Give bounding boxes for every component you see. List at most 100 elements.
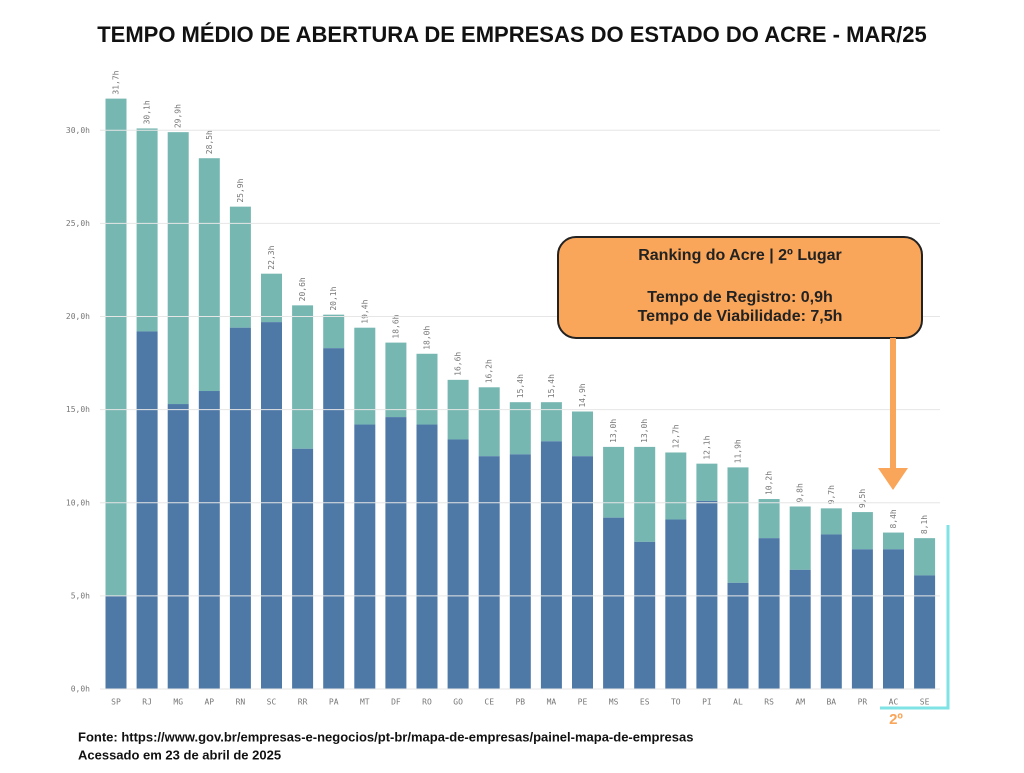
x-tick-label: PI	[702, 698, 712, 707]
total-label: 13,0h	[640, 419, 649, 443]
bar-segment	[105, 98, 127, 596]
highlight-label: 2º	[889, 711, 903, 728]
x-tick-label: ES	[640, 698, 650, 707]
bar-segment	[572, 411, 593, 457]
x-tick-label: SC	[267, 698, 277, 707]
bar-segment	[323, 314, 345, 349]
bar-segment	[540, 402, 562, 442]
bar-segment	[136, 331, 158, 689]
x-tick-label: RN	[236, 698, 246, 707]
x-tick-label: SP	[111, 698, 121, 707]
bar-segment	[603, 446, 625, 518]
x-tick-label: TO	[671, 698, 681, 707]
x-tick-label: AP	[204, 698, 214, 707]
total-label: 22,3h	[267, 245, 276, 269]
arrow-head	[878, 468, 908, 490]
bar-segment	[603, 517, 625, 689]
x-tick-label: MG	[173, 698, 183, 707]
total-label: 25,9h	[236, 178, 245, 202]
total-label: 28,5h	[205, 130, 214, 154]
x-tick-label: BA	[826, 698, 836, 707]
bar-segment	[198, 391, 220, 689]
bar-segment	[665, 519, 687, 689]
bar-segment	[167, 132, 189, 405]
bar-segment	[509, 402, 531, 455]
bar-segment	[354, 424, 376, 689]
y-tick-label: 20,0h	[66, 312, 90, 321]
bar-segment	[883, 549, 904, 689]
total-label: 16,2h	[485, 359, 494, 383]
total-label: 11,9h	[734, 439, 743, 463]
x-tick-label: RJ	[142, 698, 152, 707]
bar-segment	[385, 417, 407, 689]
x-tick-label: GO	[453, 698, 463, 707]
bar-segment	[323, 348, 345, 689]
bar-segment	[167, 404, 189, 689]
bar-segment	[229, 206, 251, 328]
bar-segment	[634, 541, 656, 689]
x-tick-label: PA	[329, 698, 339, 707]
bar-segment	[478, 387, 500, 457]
bar-segment	[727, 582, 749, 689]
bar-segment	[416, 353, 438, 425]
x-tick-label: PE	[578, 698, 588, 707]
bar-segment	[261, 273, 282, 323]
total-label: 20,1h	[329, 286, 338, 310]
x-tick-label: SE	[920, 698, 930, 707]
y-tick-label: 30,0h	[66, 126, 90, 135]
total-label: 18,0h	[423, 326, 432, 350]
bar-segment	[851, 549, 873, 689]
bar-segment	[820, 534, 842, 689]
total-label: 12,7h	[671, 424, 680, 448]
bar-segment	[758, 499, 780, 539]
x-tick-label: AM	[795, 698, 805, 707]
bar-segment	[478, 456, 500, 689]
total-label: 9,5h	[858, 489, 867, 508]
y-tick-label: 5,0h	[71, 591, 90, 600]
bar-segment	[292, 448, 314, 689]
y-tick-label: 25,0h	[66, 219, 90, 228]
x-tick-label: MA	[547, 698, 557, 707]
bar-segment	[105, 595, 127, 689]
bar-segment	[572, 456, 593, 689]
total-label: 10,2h	[765, 471, 774, 495]
bar-segment	[509, 454, 531, 689]
total-label: 15,4h	[547, 374, 556, 398]
annotation-heading: Ranking do Acre | 2º Lugar	[638, 247, 842, 264]
total-label: 14,9h	[578, 383, 587, 407]
total-label: 20,6h	[298, 277, 307, 301]
bar-segment	[914, 538, 936, 576]
x-tick-label: MT	[360, 698, 370, 707]
bar-segment	[136, 128, 158, 332]
footer-source: Fonte: https://www.gov.br/empresas-e-neg…	[78, 729, 693, 744]
bar-segment	[416, 424, 438, 689]
bar-segment	[758, 538, 780, 689]
bar-segment	[696, 463, 718, 501]
y-tick-label: 15,0h	[66, 405, 90, 414]
annotation-line: Tempo de Registro: 0,9h	[647, 289, 833, 306]
bar-segment	[820, 508, 842, 535]
x-tick-label: PR	[858, 698, 868, 707]
x-tick-label: RR	[298, 698, 308, 707]
total-label: 18,6h	[391, 314, 400, 338]
bar-segment	[789, 506, 811, 570]
total-label: 9,7h	[827, 485, 836, 504]
x-tick-label: RO	[422, 698, 432, 707]
total-label: 8,1h	[920, 515, 929, 534]
bar-segment	[354, 327, 376, 425]
annotation-line: Tempo de Viabilidade: 7,5h	[638, 308, 843, 325]
total-label: 13,0h	[609, 419, 618, 443]
x-tick-label: AC	[889, 698, 899, 707]
bar-segment	[198, 158, 220, 392]
total-label: 15,4h	[516, 374, 525, 398]
bar-segment	[634, 446, 656, 542]
annotation-box	[557, 236, 923, 339]
x-tick-label: DF	[391, 698, 401, 707]
bar-segment	[292, 305, 314, 449]
y-tick-label: 10,0h	[66, 498, 90, 507]
x-tick-label: PB	[515, 698, 525, 707]
bar-segment	[261, 322, 282, 689]
total-label: 29,9h	[174, 104, 183, 128]
bar-segment	[540, 441, 562, 689]
